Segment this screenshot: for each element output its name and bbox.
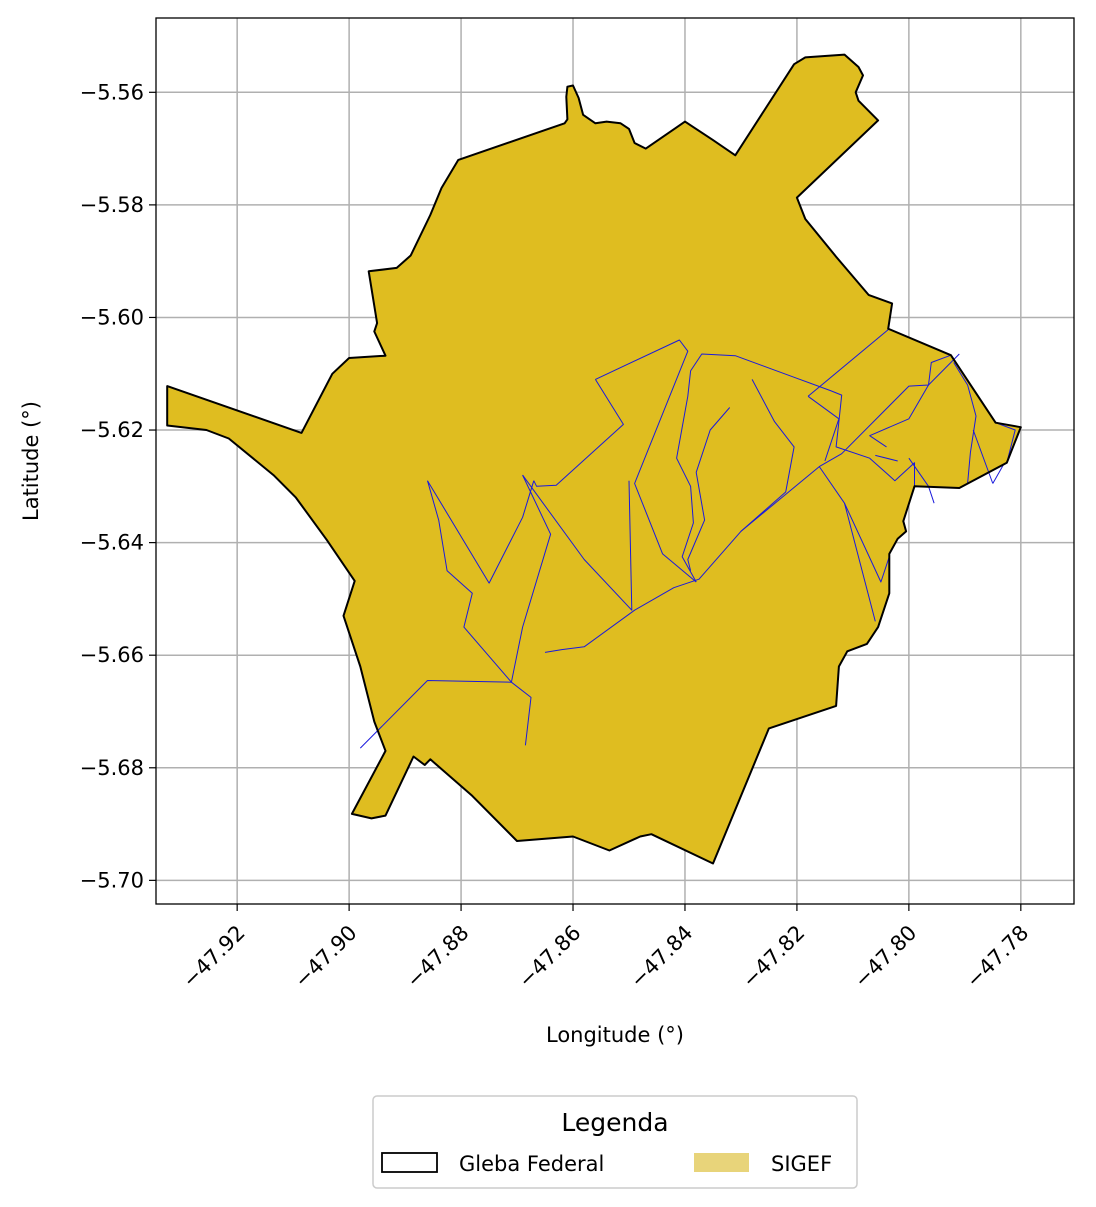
sigef-parcel-line-7 xyxy=(511,681,532,746)
sigef-parcel-line-5 xyxy=(522,474,633,611)
sigef-parcel-line-17 xyxy=(869,384,929,448)
legend-swatch-gleba-federal xyxy=(381,1152,438,1173)
sigef-parcel-line-10 xyxy=(740,379,795,532)
sigef-parcel-line-6 xyxy=(359,680,512,749)
legend-label-sigef: SIGEF xyxy=(771,1152,832,1176)
legend-swatch-sigef xyxy=(694,1153,749,1172)
sigef-parcel-line-13 xyxy=(818,466,890,583)
sigef-parcel-line-1 xyxy=(533,379,624,487)
plot-frame xyxy=(155,17,1075,905)
map-layers xyxy=(166,53,1022,865)
sigef-parcel-line-24 xyxy=(807,328,890,397)
sigef-parcel-line-8 xyxy=(544,353,960,653)
sigef-parcel-boundaries xyxy=(359,328,1016,749)
sigef-parcel-line-22 xyxy=(992,463,1005,484)
sigef-parcel-line-9 xyxy=(676,353,843,583)
y-tick-label-4: −5.64 xyxy=(80,531,144,555)
legend: Legenda Gleba Federal SIGEF xyxy=(372,1095,858,1189)
y-tick-label-3: −5.62 xyxy=(80,418,144,442)
sigef-parcel-line-21 xyxy=(972,429,994,484)
gleba-federal-outline xyxy=(166,53,1022,865)
sigef-parcel-line-20 xyxy=(953,362,977,484)
legend-label-gleba-federal: Gleba Federal xyxy=(459,1152,604,1176)
sigef-parcel-line-11 xyxy=(687,407,731,571)
sigef-parcel-line-14 xyxy=(844,503,876,622)
sigef-parcel-line-2 xyxy=(427,480,535,584)
y-tick-label-7: −5.70 xyxy=(80,868,144,892)
sigef-parcel-line-23 xyxy=(995,422,1016,463)
y-tick-label-0: −5.56 xyxy=(80,80,144,104)
sigef-parcel-line-19 xyxy=(928,354,952,386)
sigef-parcel-line-12 xyxy=(807,395,840,462)
sigef-parcel-line-3 xyxy=(427,480,512,683)
y-axis-label: Latitude (°) xyxy=(19,401,43,521)
y-tick-label-5: −5.66 xyxy=(80,643,144,667)
sigef-parcel-line-18 xyxy=(875,454,898,462)
x-axis-label: Longitude (°) xyxy=(546,1023,684,1047)
sigef-fill-area xyxy=(167,54,1021,864)
sigef-parcel-line-0 xyxy=(595,339,697,583)
y-tick-label-6: −5.68 xyxy=(80,756,144,780)
y-tick-label-1: −5.58 xyxy=(80,193,144,217)
legend-title: Legenda xyxy=(561,1108,668,1137)
y-tick-label-2: −5.60 xyxy=(80,305,144,329)
sigef-parcel-line-4 xyxy=(510,474,552,683)
